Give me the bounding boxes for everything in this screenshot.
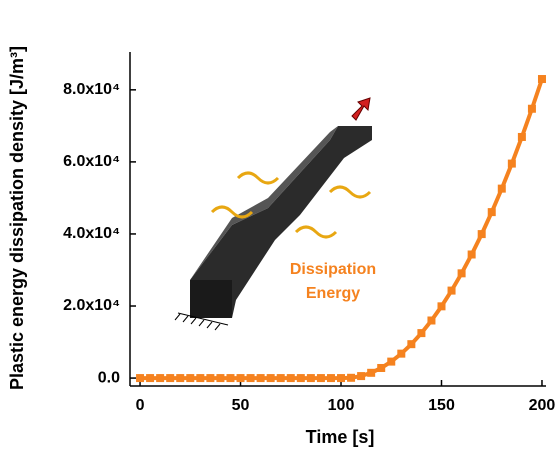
y-tick-label: 0.0 xyxy=(98,369,120,386)
data-point xyxy=(146,374,155,383)
data-point xyxy=(347,373,356,382)
data-point xyxy=(156,374,165,383)
data-point xyxy=(186,374,195,383)
data-point xyxy=(417,329,426,338)
data-point xyxy=(316,374,325,383)
data-point xyxy=(537,75,546,84)
data-point xyxy=(487,208,496,217)
data-point xyxy=(226,374,235,383)
data-point xyxy=(457,269,466,278)
data-point xyxy=(387,357,396,366)
data-point xyxy=(206,374,215,383)
data-point xyxy=(407,340,416,349)
data-point xyxy=(467,250,476,259)
data-point xyxy=(447,286,456,295)
x-tick-label: 50 xyxy=(232,397,250,414)
annotation: Dissipation xyxy=(290,261,376,278)
data-point xyxy=(176,374,185,383)
data-point xyxy=(236,374,245,383)
data-point xyxy=(377,363,386,372)
data-point xyxy=(296,374,305,383)
data-point xyxy=(326,374,335,383)
x-tick-label: 150 xyxy=(428,397,455,414)
data-point xyxy=(246,374,255,383)
y-tick-label: 8.0x10⁴ xyxy=(63,81,120,98)
data-point xyxy=(256,374,265,383)
data-point xyxy=(497,184,506,193)
data-point xyxy=(216,374,225,383)
data-point xyxy=(427,316,436,325)
data-point xyxy=(507,159,516,168)
data-point xyxy=(136,374,145,383)
data-point xyxy=(286,374,295,383)
data-point xyxy=(437,302,446,311)
data-point xyxy=(276,374,285,383)
data-point xyxy=(517,132,526,141)
data-point xyxy=(527,104,536,113)
data-point xyxy=(367,368,376,377)
data-point xyxy=(397,349,406,358)
x-axis-label: Time [s] xyxy=(306,427,375,447)
data-point xyxy=(306,374,315,383)
x-tick-label: 0 xyxy=(136,397,145,414)
data-point xyxy=(337,374,346,383)
data-point xyxy=(477,230,486,239)
annotation: Energy xyxy=(306,285,360,302)
y-axis-label: Plastic energy dissipation density [J/m³… xyxy=(7,46,27,390)
data-point xyxy=(166,374,175,383)
data-point xyxy=(196,374,205,383)
y-tick-label: 4.0x10⁴ xyxy=(63,225,120,242)
x-tick-label: 200 xyxy=(529,397,556,414)
data-line xyxy=(140,78,544,381)
x-tick-label: 100 xyxy=(328,397,355,414)
y-tick-label: 2.0x10⁴ xyxy=(63,297,120,314)
y-tick-label: 6.0x10⁴ xyxy=(63,153,120,170)
data-point xyxy=(357,372,366,381)
data-point xyxy=(266,374,275,383)
specimen-illustration xyxy=(174,97,372,331)
